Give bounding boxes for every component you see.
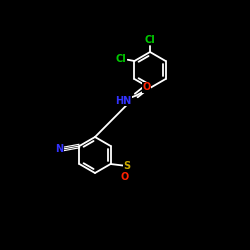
Text: O: O xyxy=(121,172,129,181)
Text: Cl: Cl xyxy=(115,54,126,64)
Text: S: S xyxy=(123,161,130,171)
Text: HN: HN xyxy=(115,96,132,106)
Text: Cl: Cl xyxy=(144,35,156,45)
Text: N: N xyxy=(56,144,64,154)
Text: O: O xyxy=(142,82,150,92)
